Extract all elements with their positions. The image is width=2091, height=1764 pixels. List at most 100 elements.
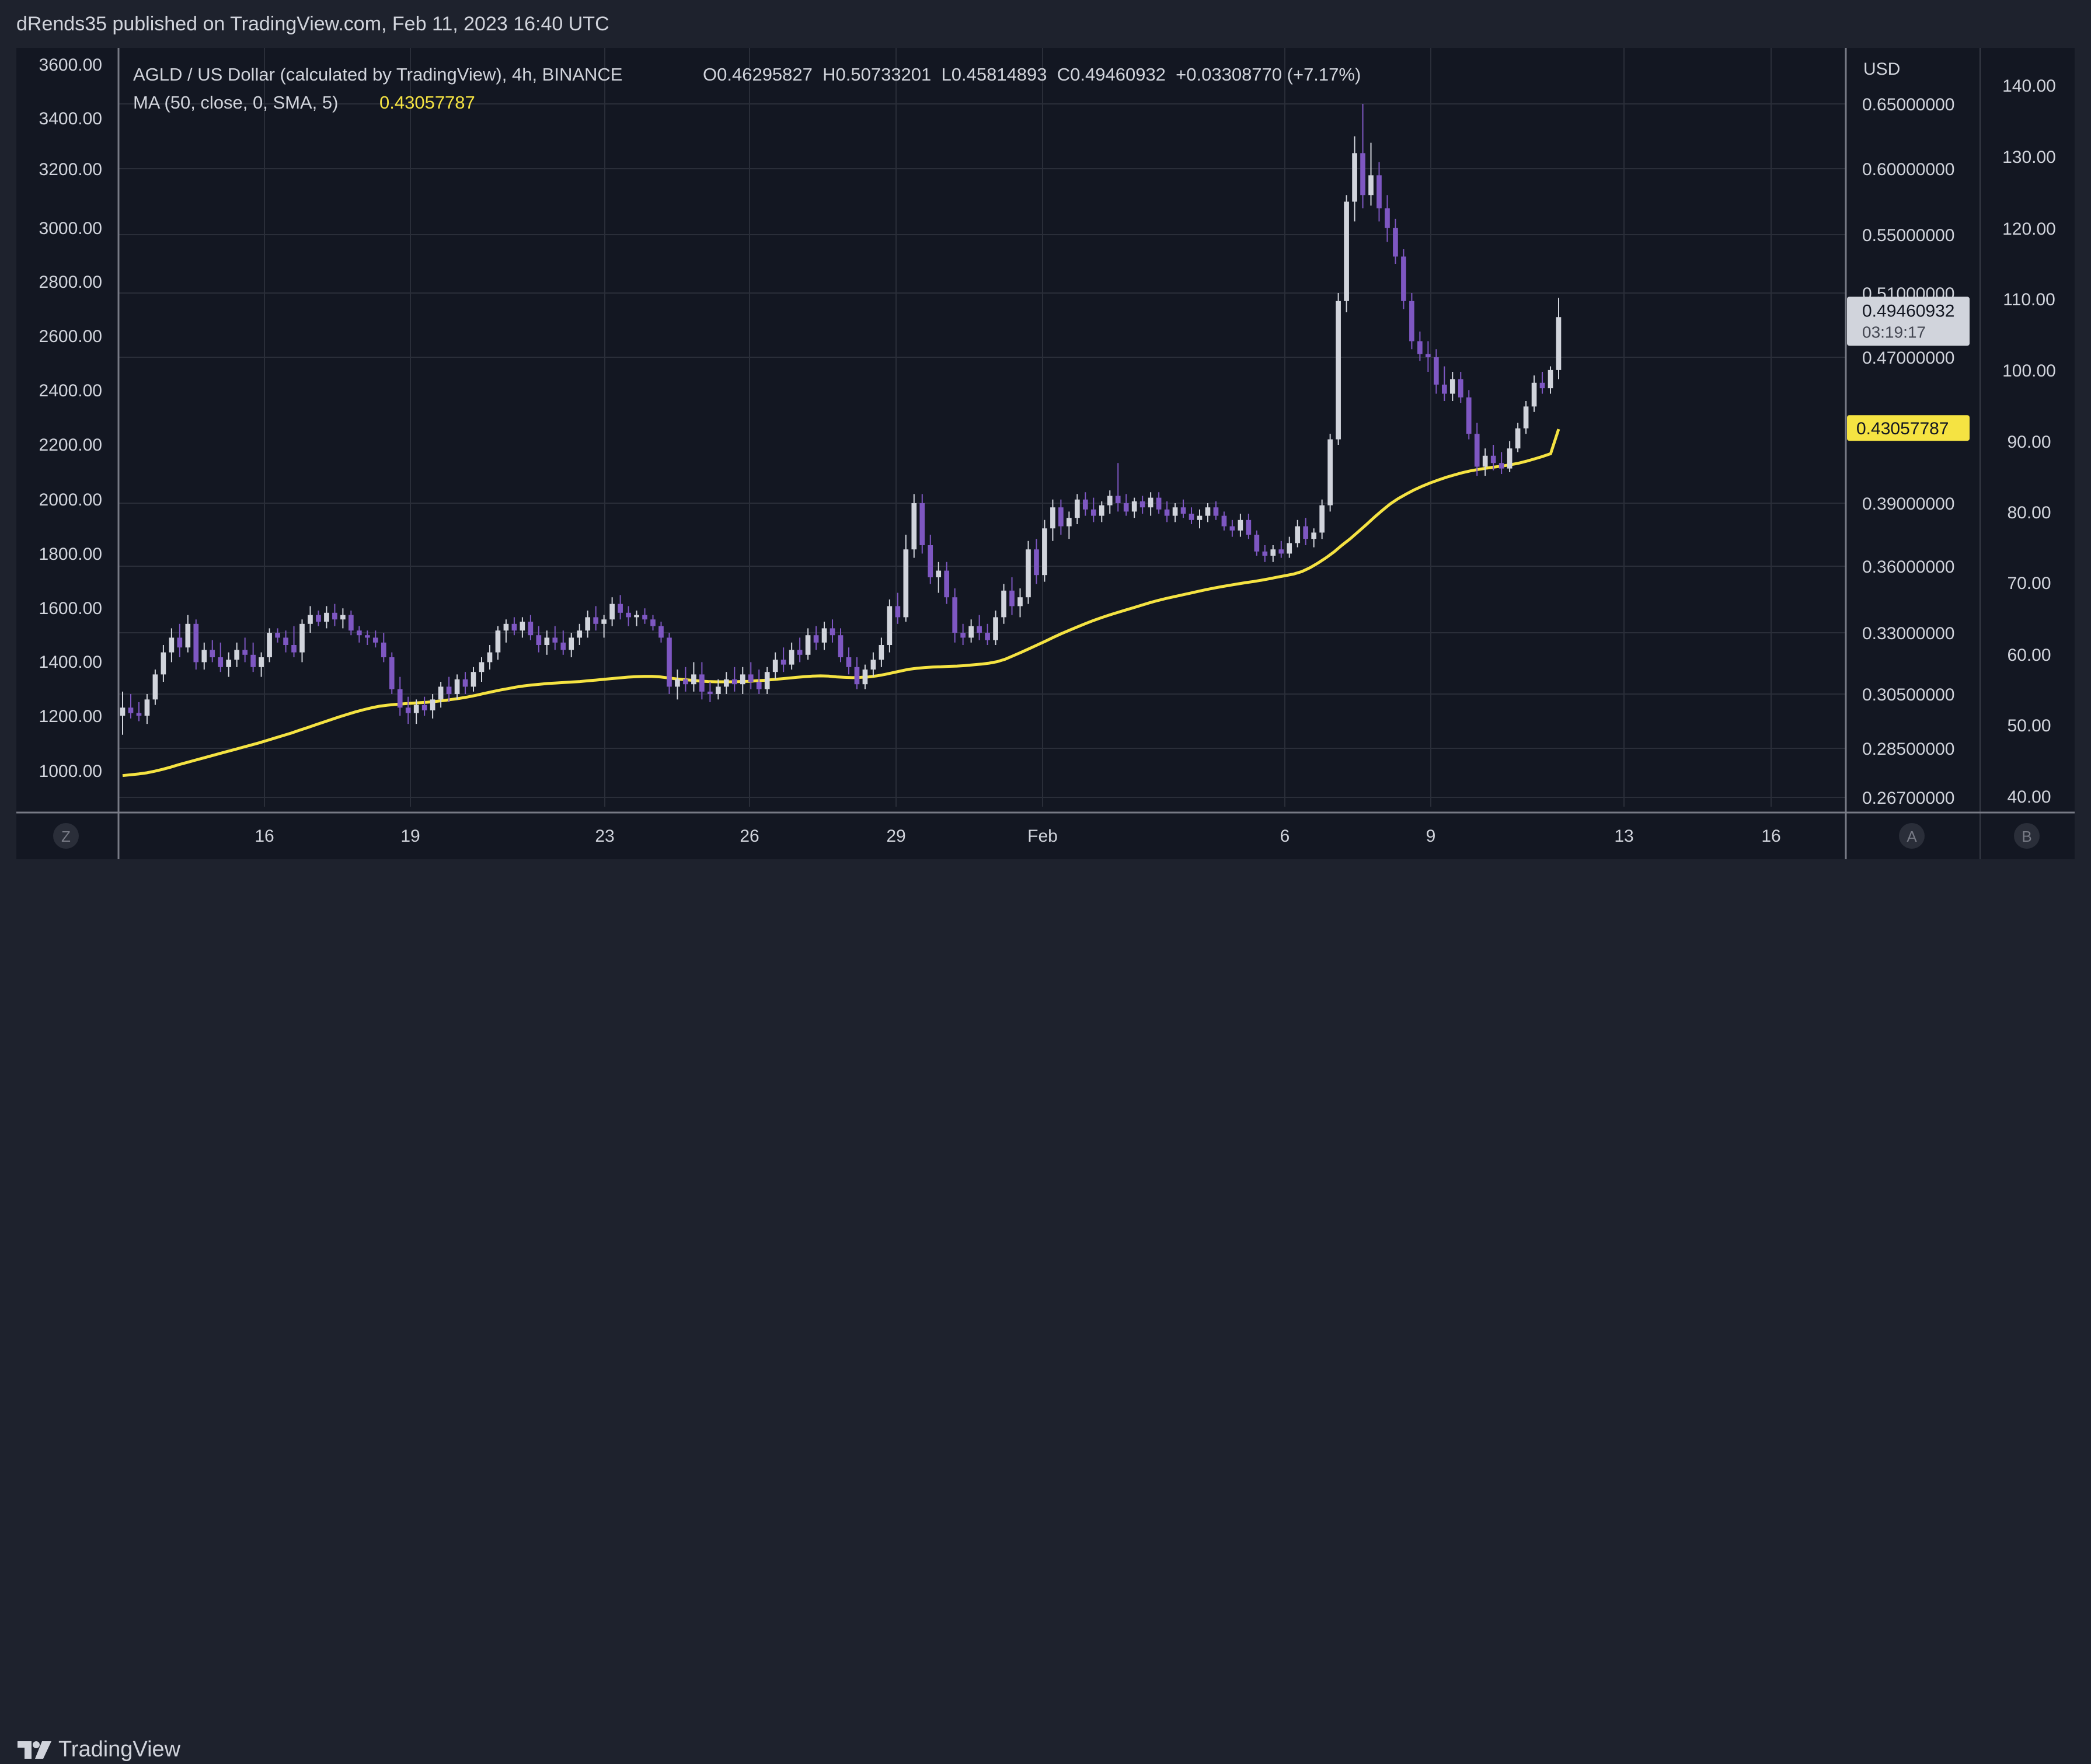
candle-body — [1336, 301, 1341, 440]
candle-body — [210, 650, 215, 657]
axes: 0.650000000.600000000.550000000.51000000… — [16, 48, 2075, 859]
candle — [1368, 142, 1374, 206]
candle-body — [520, 622, 525, 631]
candle-body — [1172, 507, 1178, 516]
candle-body — [618, 604, 623, 613]
candle-body — [348, 615, 354, 631]
far-right-tick-label: 120.00 — [2002, 219, 2056, 239]
candle-body — [242, 650, 248, 655]
candle — [528, 615, 534, 640]
scale-button-z[interactable] — [53, 823, 79, 849]
candle-body — [968, 626, 974, 638]
candle-body — [1303, 526, 1309, 539]
candle-body — [1360, 153, 1365, 196]
candle-body — [479, 662, 485, 672]
legend: AGLD / US Dollar (calculated by TradingV… — [133, 64, 1361, 113]
candle-body — [454, 679, 460, 694]
chart-frame[interactable] — [16, 48, 2075, 859]
footer-bar: TradingView — [0, 859, 2091, 1762]
candle-body — [1001, 590, 1006, 618]
candle — [1270, 545, 1276, 562]
candle — [128, 694, 134, 719]
candle — [772, 652, 778, 679]
candle — [609, 597, 615, 626]
scale-button-label: Z — [61, 828, 71, 845]
publisher-bar: dRends35 published on TradingView.com, F… — [0, 0, 2091, 51]
candle-body — [658, 626, 664, 638]
left-tick-label: 2200.00 — [39, 435, 102, 455]
candle — [797, 637, 803, 663]
candle-body — [1327, 439, 1333, 506]
candle — [1099, 501, 1104, 522]
candle — [1034, 539, 1039, 584]
candle-body — [601, 619, 607, 624]
candle — [1148, 492, 1153, 516]
chart[interactable]: 0.650000000.600000000.550000000.51000000… — [0, 0, 2091, 921]
last-price-value: 0.49460932 — [1862, 301, 1955, 320]
candle — [870, 652, 876, 677]
candle-body — [1539, 382, 1545, 389]
candle — [1164, 501, 1170, 522]
candle-body — [928, 545, 933, 577]
candle-body — [1523, 406, 1529, 428]
candle-body — [1082, 499, 1088, 510]
candle — [1393, 218, 1398, 264]
time-tick-label: 16 — [1761, 827, 1780, 846]
candle-body — [740, 674, 745, 685]
candle-body — [723, 679, 729, 687]
candle-body — [413, 705, 419, 713]
candle-body — [1262, 551, 1268, 556]
candle-body — [789, 650, 794, 665]
candle-body — [430, 699, 435, 710]
candle-body — [1229, 526, 1235, 531]
candle — [911, 494, 917, 558]
far-right-tick-label: 50.00 — [2007, 716, 2051, 735]
candle-body — [683, 679, 688, 685]
candle-body — [1197, 515, 1203, 520]
candle — [1441, 366, 1447, 401]
scale-button-b[interactable] — [2014, 823, 2040, 849]
candle — [1507, 441, 1513, 472]
tradingview-logo[interactable]: TradingView — [16, 1735, 180, 1764]
candle — [348, 611, 354, 636]
candle-body — [634, 615, 639, 618]
candle — [764, 667, 770, 694]
candle — [161, 645, 166, 682]
candle — [1156, 492, 1162, 514]
candle-body — [879, 645, 884, 660]
candle-body — [1026, 549, 1031, 598]
candle-body — [626, 612, 631, 618]
candle — [177, 623, 183, 657]
price-tick-label: 0.60000000 — [1862, 160, 1955, 179]
far-right-tick-label: 140.00 — [2002, 76, 2056, 96]
candle — [471, 667, 476, 692]
candle — [454, 674, 460, 700]
candle — [1385, 195, 1390, 242]
candle-body — [1474, 434, 1480, 467]
candle — [560, 630, 566, 655]
scale-button-label: A — [1907, 828, 1917, 845]
candle-body — [1482, 455, 1488, 467]
candle — [731, 667, 737, 692]
candle-body — [846, 657, 852, 667]
candle-body — [1107, 496, 1113, 506]
candle — [928, 535, 933, 584]
candle-body — [716, 686, 721, 694]
candle — [495, 626, 501, 660]
candle-body — [397, 689, 403, 708]
candle-body — [1556, 317, 1562, 370]
candle-body — [128, 707, 134, 713]
candle — [1189, 507, 1194, 524]
candle-body — [650, 619, 656, 626]
candle-body — [1507, 448, 1513, 469]
candle-body — [952, 597, 958, 633]
scale-button-a[interactable] — [1899, 823, 1925, 849]
candle — [723, 672, 729, 694]
candle-body — [780, 660, 786, 665]
candle — [1523, 401, 1529, 434]
candles — [120, 104, 1562, 735]
candle-body — [1213, 507, 1219, 516]
candle-body — [1099, 505, 1104, 516]
candle — [626, 606, 631, 626]
price-tick-label: 0.39000000 — [1862, 494, 1955, 514]
